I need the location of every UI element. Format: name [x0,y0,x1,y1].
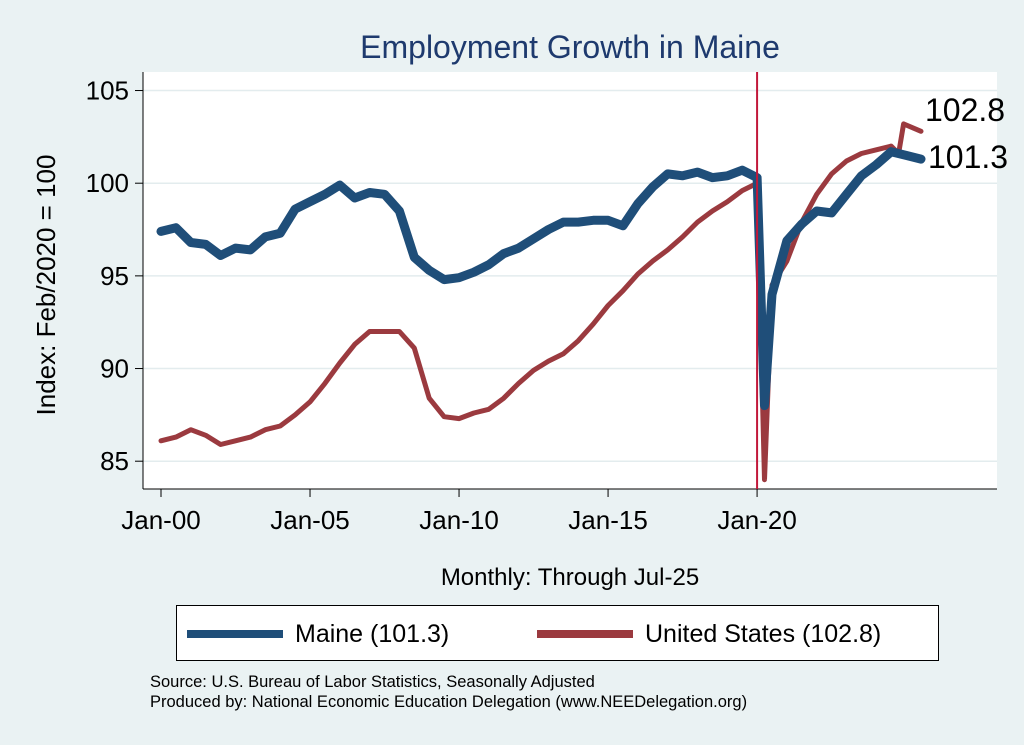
end-label-united-states: 102.8 [925,92,1005,128]
y-tick-label-100: 100 [86,168,129,198]
series-line-maine [156,147,926,411]
chart-title: Employment Growth in Maine [360,29,780,65]
legend-label-maine: Maine (101.3) [295,619,450,648]
source-note: Source: U.S. Bureau of Labor Statistics,… [150,673,595,691]
legend-label-united-states: United States (102.8) [645,619,882,648]
x-tick-label-Jan-20: Jan-20 [717,505,797,535]
x-tick-label-Jan-00: Jan-00 [121,505,201,535]
legend-swatch-united-states [537,630,633,638]
producer-note: Produced by: National Economic Education… [150,693,748,711]
legend-item-maine: Maine (101.3) [187,606,449,662]
y-axis-label: Index: Feb/2020 = 100 [31,155,61,416]
legend-swatch-maine [187,630,283,638]
end-label-maine: 101.3 [928,139,1008,175]
chart-svg: 85 90 95 100 105 Jan-00 Jan-05 Jan-10 Jan-15 Jan-… [31,29,1008,591]
y-tick-label-105: 105 [86,76,129,106]
footer-notes: Source: U.S. Bureau of Labor Statistics,… [150,672,747,712]
x-tick-label-Jan-10: Jan-10 [419,505,499,535]
y-tick-label-90: 90 [100,354,129,384]
x-tick-label-Jan-15: Jan-15 [568,505,648,535]
legend: Maine (101.3) United States (102.8) [176,605,939,661]
x-axis-label: Monthly: Through Jul-25 [441,564,699,591]
legend-item-united-states: United States (102.8) [537,606,881,662]
y-tick-label-85: 85 [100,446,129,476]
y-tick-label-95: 95 [100,261,129,291]
x-tick-label-Jan-05: Jan-05 [270,505,350,535]
